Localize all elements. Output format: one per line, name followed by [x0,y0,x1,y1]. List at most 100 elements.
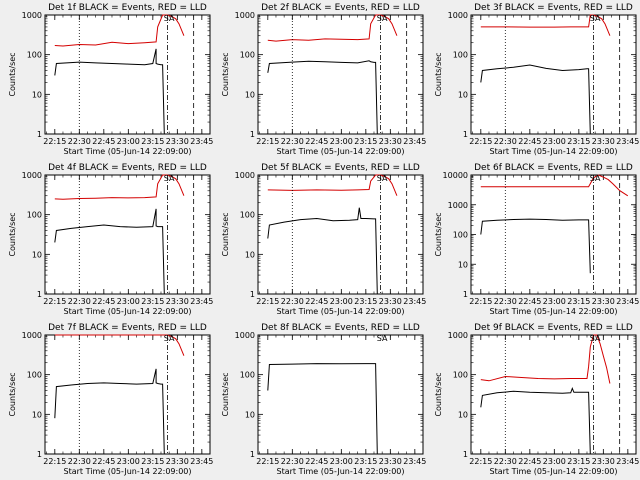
x-tick-label: 23:30 [379,297,402,306]
y-axis-label: Counts/sec [8,212,17,256]
x-tick-label: 22:45 [305,457,328,466]
y-tick-label: 1000 [235,331,255,340]
lld-series-line [54,14,185,47]
x-tick-label: 22:15 [256,297,279,306]
chart-title: Det 6f BLACK = Events, RED = LLD [474,163,633,173]
x-tick-label: 23:15 [354,137,377,146]
x-axis-label: Start Time (05-Jun-14 22:09:00) [64,147,192,156]
y-tick-label: 1 [250,450,255,459]
x-tick-label: 22:45 [92,137,115,146]
x-tick-label: 23:30 [379,137,402,146]
lld-series-line [480,14,611,36]
x-tick-label: 23:45 [190,137,213,146]
x-tick-label: 23:15 [354,457,377,466]
y-tick-label: 100 [240,211,255,220]
x-tick-label: 22:45 [518,137,541,146]
y-tick-label: 10 [32,90,42,99]
y-tick-label: 100 [240,51,255,60]
y-tick-label: 1 [463,450,468,459]
y-tick-label: 1 [463,290,468,299]
x-tick-label: 22:30 [494,457,517,466]
x-tick-label: 23:30 [592,297,615,306]
y-tick-label: 1000 [22,171,42,180]
x-tick-label: 23:45 [616,457,639,466]
x-tick-label: 23:00 [330,297,353,306]
x-tick-label: 23:00 [117,457,140,466]
x-tick-label: 23:30 [592,137,615,146]
x-tick-label: 23:00 [543,457,566,466]
chart-panel-9: Det 9f BLACK = Events, RED = LLD 1 10 100 10… [434,323,639,476]
plot-area [470,174,637,295]
lld-series-line [54,174,185,200]
y-axis-label: Counts/sec [221,372,230,416]
x-tick-label: 23:00 [543,297,566,306]
x-axis-label: Start Time (05-Jun-14 22:09:00) [64,467,192,476]
chart-panel-4: Det 4f BLACK = Events, RED = LLD 1 10 100 10… [8,163,213,316]
chart-title: Det 9f BLACK = Events, RED = LLD [474,323,633,333]
y-axis-label: Counts/sec [221,52,230,96]
y-tick-label: 10000 [443,171,468,180]
lld-series-line [54,334,185,356]
events-series-line [54,48,165,135]
plot-area [44,334,211,455]
y-tick-label: 10 [458,410,468,419]
x-tick-label: 23:30 [166,137,189,146]
chart-title: Det 1f BLACK = Events, RED = LLD [48,3,207,13]
x-axis-label: Start Time (05-Jun-14 22:09:00) [277,147,405,156]
x-tick-label: 23:15 [141,137,164,146]
plot-area [257,334,424,455]
x-tick-label: 23:00 [330,137,353,146]
chart-panel-6: Det 6f BLACK = Events, RED = LLD 1 10 100 10… [434,163,639,316]
saa-marker-label: SA [377,334,388,343]
y-tick-label: 100 [27,211,42,220]
y-tick-label: 10 [245,250,255,259]
x-tick-label: 23:30 [379,457,402,466]
x-tick-label: 22:15 [469,297,492,306]
y-tick-label: 10 [458,90,468,99]
y-tick-label: 1000 [235,11,255,20]
x-tick-label: 22:45 [92,457,115,466]
y-tick-label: 1 [250,130,255,139]
x-axis-label: Start Time (05-Jun-14 22:09:00) [277,307,405,316]
y-tick-label: 1 [463,130,468,139]
x-tick-label: 23:15 [354,297,377,306]
x-tick-label: 22:45 [305,297,328,306]
x-tick-label: 22:45 [305,137,328,146]
y-tick-label: 1000 [448,11,468,20]
x-tick-label: 23:00 [543,137,566,146]
plot-area [44,174,211,295]
x-tick-label: 23:45 [616,137,639,146]
x-tick-label: 23:45 [190,297,213,306]
x-tick-label: 22:30 [281,297,304,306]
x-tick-label: 22:30 [494,297,517,306]
y-tick-label: 1 [37,450,42,459]
y-tick-label: 100 [453,371,468,380]
chart-title: Det 4f BLACK = Events, RED = LLD [48,163,207,173]
x-tick-label: 22:30 [68,297,91,306]
x-tick-label: 22:15 [256,457,279,466]
events-series-line [267,363,378,455]
y-tick-label: 1000 [22,331,42,340]
plot-area [257,14,424,135]
events-series-line [480,218,591,274]
x-tick-label: 22:30 [281,457,304,466]
chart-title: Det 7f BLACK = Events, RED = LLD [48,323,207,333]
lld-series-line [480,334,611,384]
x-axis-label: Start Time (05-Jun-14 22:09:00) [490,147,618,156]
x-tick-label: 23:45 [403,457,426,466]
y-tick-label: 10 [32,250,42,259]
x-tick-label: 23:15 [141,457,164,466]
saa-marker-label: SA [164,334,175,343]
chart-title: Det 5f BLACK = Events, RED = LLD [261,163,420,173]
x-tick-label: 22:15 [469,137,492,146]
x-tick-label: 22:45 [92,297,115,306]
x-tick-label: 23:45 [190,457,213,466]
events-series-line [267,60,378,135]
x-tick-label: 23:15 [567,137,590,146]
x-axis-label: Start Time (05-Jun-14 22:09:00) [490,307,618,316]
x-tick-label: 23:00 [117,297,140,306]
chart-panel-8: Det 8f BLACK = Events, RED = LLD 1 10 100 10… [221,323,426,476]
x-axis-label: Start Time (05-Jun-14 22:09:00) [277,467,405,476]
y-tick-label: 100 [27,371,42,380]
x-tick-label: 22:15 [43,297,66,306]
